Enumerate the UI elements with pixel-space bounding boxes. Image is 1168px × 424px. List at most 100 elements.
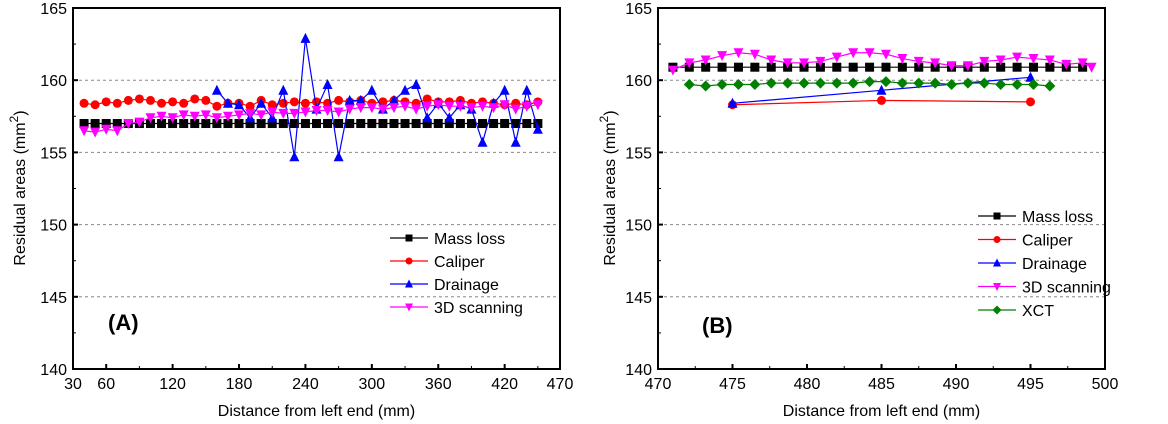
legend-label: Drainage	[1022, 256, 1087, 273]
data-point	[79, 126, 90, 137]
data-point	[521, 101, 532, 112]
legend-marker	[405, 257, 413, 265]
data-point	[333, 107, 344, 118]
legend-item: 3D scanning	[978, 280, 1111, 297]
data-point	[930, 58, 941, 69]
y-tick-label: 145	[625, 290, 652, 307]
data-point	[500, 119, 510, 129]
data-point	[123, 95, 133, 105]
data-point	[356, 119, 366, 129]
data-point	[750, 62, 760, 72]
data-point	[1026, 97, 1035, 107]
data-point	[289, 151, 300, 162]
data-point	[245, 108, 256, 119]
legend-marker	[993, 283, 1001, 291]
data-point	[134, 117, 145, 128]
data-point	[510, 136, 521, 147]
x-tick-label: 495	[1017, 376, 1044, 393]
y-tick-label: 155	[40, 145, 67, 162]
series-drainage	[211, 32, 543, 162]
data-point	[377, 104, 388, 115]
data-point	[477, 136, 488, 147]
data-point	[145, 119, 155, 129]
data-point	[766, 62, 776, 72]
data-point	[978, 77, 990, 89]
data-point	[245, 101, 255, 111]
data-point	[799, 58, 810, 69]
data-point	[278, 119, 288, 129]
data-point	[211, 84, 222, 95]
data-point	[444, 101, 455, 112]
data-point	[511, 119, 521, 129]
data-point	[962, 77, 974, 89]
data-point	[864, 48, 875, 59]
data-point	[333, 151, 344, 162]
data-point	[200, 110, 211, 121]
data-point	[466, 103, 477, 114]
data-point	[355, 94, 366, 105]
data-point	[831, 77, 843, 89]
legend-marker	[993, 258, 1001, 267]
data-point	[211, 113, 222, 124]
legend-marker	[405, 279, 413, 288]
data-point	[979, 62, 989, 72]
x-tick-label: 120	[159, 376, 186, 393]
y-axis-title: Residual areas (mm2)	[7, 110, 29, 265]
series-3d-scanning	[667, 48, 1097, 76]
legend-label: Caliper	[434, 254, 485, 271]
data-point	[477, 101, 488, 112]
data-point	[749, 49, 760, 60]
data-point	[831, 52, 842, 63]
data-point	[300, 32, 311, 43]
data-point	[765, 77, 777, 89]
data-point	[355, 103, 366, 114]
data-point	[814, 77, 826, 89]
data-point	[79, 98, 89, 108]
legend-label: Caliper	[1022, 233, 1073, 250]
data-point	[245, 119, 255, 129]
legend-item: 3D scanning	[390, 300, 523, 317]
data-point	[929, 77, 941, 89]
data-point	[667, 65, 678, 76]
data-point	[234, 119, 244, 129]
data-point	[389, 119, 399, 129]
legend-label: Mass loss	[1022, 209, 1093, 226]
legend-label: Drainage	[434, 277, 499, 294]
data-point	[178, 110, 189, 121]
data-point	[489, 119, 499, 129]
data-point	[112, 98, 122, 108]
data-point	[701, 62, 711, 72]
data-point	[815, 62, 825, 72]
data-point	[444, 112, 455, 123]
data-point	[289, 108, 300, 119]
data-point	[864, 76, 876, 88]
data-point	[466, 119, 476, 129]
x-tick-label: 470	[645, 376, 672, 393]
data-point	[521, 84, 532, 95]
data-point	[979, 56, 990, 67]
legend-label: 3D scanning	[434, 300, 523, 317]
data-point	[222, 111, 233, 122]
data-point	[400, 119, 410, 129]
y-tick-label: 155	[625, 145, 652, 162]
data-point	[145, 113, 156, 124]
data-point	[913, 77, 925, 89]
data-point	[334, 119, 344, 129]
data-point	[344, 94, 355, 105]
data-point	[995, 79, 1007, 91]
data-point	[700, 80, 712, 92]
data-point	[1061, 59, 1072, 70]
x-tick-label: 500	[1092, 376, 1119, 393]
data-point	[79, 119, 89, 129]
data-point	[946, 61, 957, 72]
x-tick-label: 240	[292, 376, 319, 393]
data-point	[323, 119, 333, 129]
data-point	[897, 54, 908, 65]
y-tick-label: 145	[40, 290, 67, 307]
data-point	[865, 62, 875, 72]
panel-b: 140 145 150 155 160 165 470 475 480 485 490 495 500 D…	[597, 1, 1118, 420]
data-point	[189, 111, 200, 122]
panel-a: 140 145 150 155 160 165 30 60 120 180 240 300 360 420…	[7, 1, 573, 420]
legend-marker	[405, 234, 413, 242]
data-point	[444, 119, 454, 129]
